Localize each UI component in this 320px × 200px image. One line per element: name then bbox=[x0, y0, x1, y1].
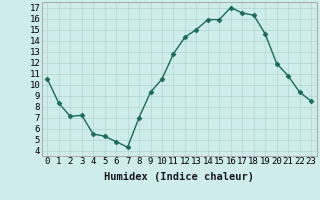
X-axis label: Humidex (Indice chaleur): Humidex (Indice chaleur) bbox=[104, 172, 254, 182]
